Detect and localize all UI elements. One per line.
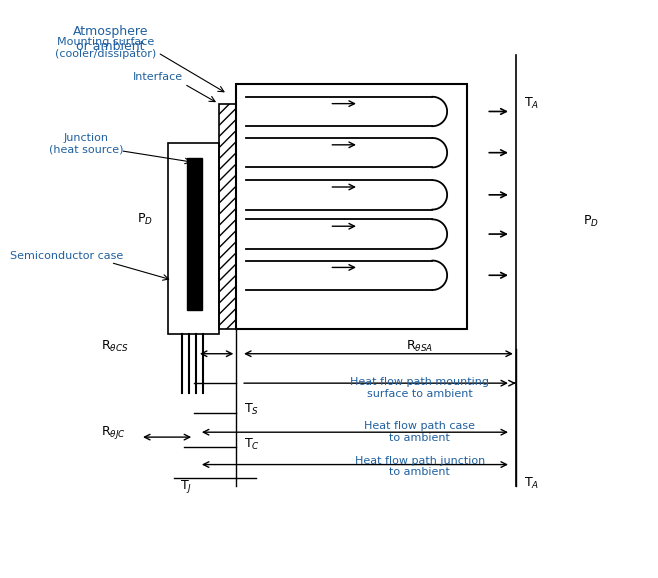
Text: T$_A$: T$_A$: [524, 96, 539, 111]
Text: Heat flow path junction
to ambient: Heat flow path junction to ambient: [355, 455, 485, 477]
Text: T$_J$: T$_J$: [180, 479, 192, 495]
Text: Heat flow path mounting
surface to ambient: Heat flow path mounting surface to ambie…: [350, 377, 489, 399]
Text: T$_C$: T$_C$: [244, 436, 260, 451]
Text: Semiconductor case: Semiconductor case: [10, 251, 123, 261]
Text: Junction
(heat source): Junction (heat source): [49, 133, 124, 155]
Text: R$_{\theta SA}$: R$_{\theta SA}$: [406, 339, 433, 354]
Text: R$_{\theta CS}$: R$_{\theta CS}$: [101, 339, 128, 354]
Text: Mounting surface
(cooler/dissipator): Mounting surface (cooler/dissipator): [55, 37, 157, 58]
Text: Atmosphere
or ambient: Atmosphere or ambient: [73, 25, 149, 53]
Text: P$_D$: P$_D$: [584, 214, 599, 229]
Polygon shape: [168, 143, 218, 334]
Text: Heat flow path case
to ambient: Heat flow path case to ambient: [364, 421, 475, 443]
Polygon shape: [188, 158, 202, 310]
Text: T$_S$: T$_S$: [244, 402, 259, 417]
Text: Interface: Interface: [133, 72, 183, 82]
Text: R$_{\theta JC}$: R$_{\theta JC}$: [101, 424, 126, 440]
Text: T$_A$: T$_A$: [524, 476, 539, 491]
Text: P$_D$: P$_D$: [137, 212, 153, 227]
